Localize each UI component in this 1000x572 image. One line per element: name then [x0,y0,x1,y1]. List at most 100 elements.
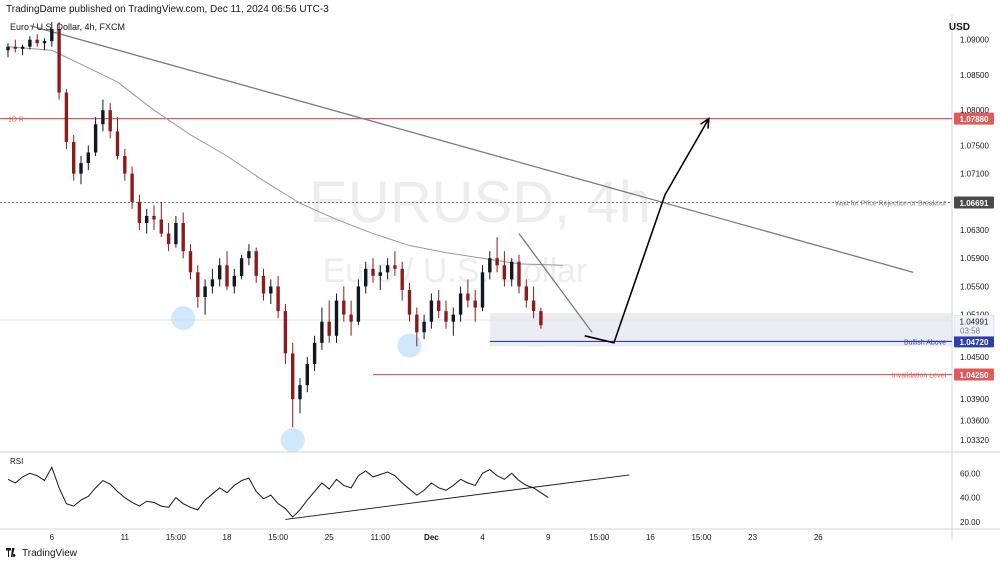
candle-body [130,173,134,202]
candle-body [225,265,229,287]
candle-body [6,46,10,51]
time-tick-label: Dec [424,533,439,542]
candle-body [188,251,193,273]
price-tick-label: 1.03600 [960,416,989,425]
level-price-tag-0 [954,112,994,125]
candles [6,22,543,428]
rsi-trendline [285,474,630,520]
candle-body [283,311,288,354]
candle-body [378,272,382,276]
price-tick-label: 1.08000 [960,106,989,115]
candle-body [422,321,426,333]
candle-body [312,342,317,364]
time-tick-label: 16 [646,533,655,542]
time-tick-label: 11 [121,533,130,542]
moving-average-line [7,46,563,266]
price-tick-label: 1.08500 [960,71,989,80]
price-tick-label: 1.05500 [960,282,989,291]
candle-body [108,110,112,132]
brand-name: TradingView [22,548,78,559]
candle-body [451,314,455,322]
projection-path[interactable] [584,118,710,344]
time-tick-label: 15:00 [589,533,610,542]
candle-body [400,268,404,290]
price-tick-label: 1.07500 [960,141,989,150]
price-tick-label: 1.05900 [960,254,989,263]
candle-body [93,124,98,153]
candle-body [291,353,295,400]
price-tick-label: 1.06300 [960,226,989,235]
candle-body [20,46,25,49]
rsi-pane: RSI 60.00 40.00 20.00 [7,457,981,527]
candle-body [444,311,448,322]
candle-body [13,46,17,49]
candle-body [239,258,244,276]
candle-body [349,314,353,322]
candle-body [327,321,331,336]
candle-body [531,300,536,312]
candle-body [466,293,470,301]
candle-body [356,286,361,322]
candle-countdown: 03:58 [960,326,981,335]
candle-body [437,300,441,312]
candle-body [524,286,528,301]
candle-body [218,265,222,280]
candle-body [539,311,543,326]
candle-body [137,201,142,223]
price-axis[interactable]: 1.07880 1.06691 1.04720 1.04250 1.09000 1.085… [953,36,995,445]
level-price-tag-1 [954,196,994,209]
horizontal-levels: 1D R Wait for Price Rejection or Breakout… [0,117,952,380]
candle-body [35,39,39,44]
trendline-short-downtrend[interactable] [518,233,593,333]
candle-body [385,265,390,273]
candle-body [166,233,171,245]
time-tick-label: 26 [814,533,823,542]
candle-body [159,219,163,234]
candle-body [101,110,105,125]
moving-average [7,46,563,266]
candle-body [115,131,120,157]
publisher-line: TradingDame published on TradingView.com… [6,4,329,15]
candle-body [334,300,339,336]
candle-body [72,141,76,174]
watermark: EURUSD, 4h Euro / U.S. Dollar [309,170,651,290]
candle-body [28,39,32,47]
candle-body [495,258,499,266]
candle-body [473,300,477,308]
rsi-label: RSI [10,457,23,466]
projection-arrowhead[interactable] [700,117,710,129]
tradingview-logo-icon [6,548,16,557]
time-axis[interactable]: 6 11 15:00 18 15:00 25 11:00 Dec 4 9 15:00 16 15:00 2… [50,533,824,542]
candle-body [415,314,419,333]
candle-body [50,29,54,42]
rsi-tick-label: 60.00 [960,469,981,478]
candle-body [174,222,178,245]
candle-body [42,41,47,44]
highlight-circle-low-1 [171,306,196,331]
candle-body [517,261,521,287]
price-tick-label: 1.09000 [960,36,989,45]
time-tick-label: 15:00 [268,533,289,542]
candle-body [57,29,61,93]
candle-body [261,275,266,294]
time-tick-label: 15:00 [166,533,187,542]
currency-label[interactable]: USD [948,22,970,33]
projection-arrow[interactable] [584,117,710,344]
candle-body [276,286,280,312]
candle-body [247,251,251,259]
price-tick-label: 1.07100 [960,170,989,179]
price-tick-label: 1.03320 [960,436,989,445]
candle-body [210,279,215,287]
current-price-tag [953,315,995,337]
brand-footer[interactable]: TradingView [6,548,77,559]
candle-body [203,286,207,298]
level-price-tag-2 [954,335,994,348]
trendlines[interactable] [29,24,914,333]
trendline-main-downtrend[interactable] [29,24,914,273]
level-price-text-1: 1.06691 [960,199,989,208]
candle-body [86,152,90,164]
candle-body [429,300,434,322]
time-tick-label: 18 [223,533,232,542]
